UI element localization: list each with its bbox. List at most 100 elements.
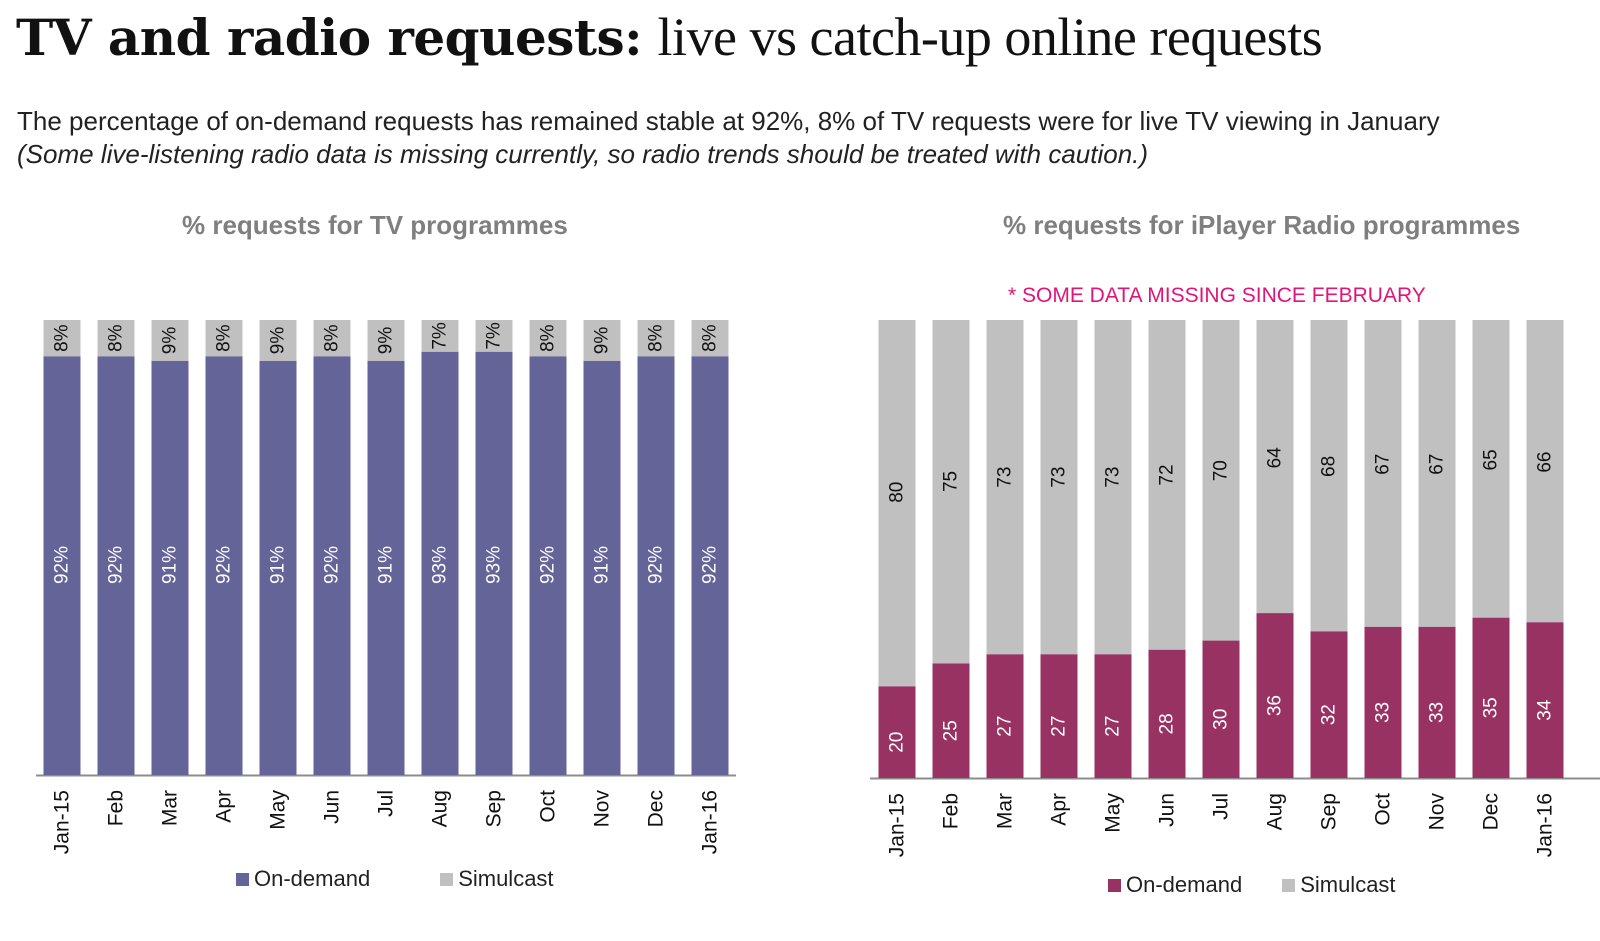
radio-label-ondemand: 33 — [1427, 702, 1448, 723]
radio-bar-ondemand-Feb — [932, 663, 970, 778]
tv-x-tick-label: Aug — [429, 790, 452, 827]
tv-bar-ondemand-Apr — [205, 356, 243, 775]
radio-legend-ondemand-label: On-demand — [1126, 872, 1243, 897]
radio-bar-simulcast-Oct — [1364, 320, 1402, 627]
radio-label-simulcast: 67 — [1427, 454, 1448, 475]
tv-label-simulcast: 8% — [214, 324, 235, 352]
radio-label-simulcast: 73 — [1049, 467, 1070, 488]
radio-label-simulcast: 66 — [1535, 452, 1556, 473]
tv-legend-ondemand-swatch — [236, 872, 249, 886]
tv-x-tick-label: Oct — [537, 790, 560, 823]
tv-label-simulcast: 9% — [160, 327, 181, 355]
tv-bar-ondemand-Dec — [637, 356, 675, 775]
tv-bar-ondemand-Jun — [313, 356, 351, 775]
radio-label-ondemand: 36 — [1265, 695, 1286, 716]
tv-legend: On-demand Simulcast — [236, 866, 554, 892]
radio-bar-ondemand-Sep — [1310, 631, 1348, 778]
radio-label-simulcast: 72 — [1157, 464, 1178, 485]
page-title-rest: live vs catch-up online requests — [657, 7, 1323, 67]
page-title-bold: TV and radio requests: — [16, 8, 643, 67]
tv-legend-simulcast-label: Simulcast — [458, 866, 554, 891]
tv-bar-simulcast-Aug — [421, 320, 459, 352]
tv-bar-ondemand-Nov — [583, 360, 621, 775]
radio-bar-ondemand-Dec — [1472, 617, 1510, 778]
radio-label-ondemand: 32 — [1319, 704, 1340, 725]
tv-label-ondemand: 92% — [106, 546, 127, 584]
tv-label-ondemand: 92% — [538, 546, 559, 584]
tv-label-ondemand: 91% — [376, 546, 397, 584]
radio-x-tick-label: Dec — [1480, 793, 1503, 830]
tv-label-ondemand: 92% — [214, 546, 235, 584]
radio-x-tick-label: Sep — [1318, 793, 1341, 830]
radio-bar-ondemand-Oct — [1364, 626, 1402, 778]
radio-x-tick-label: Jan-15 — [886, 793, 909, 857]
radio-bar-ondemand-Jan-16 — [1526, 622, 1564, 778]
tv-x-tick-label: Jan-15 — [51, 790, 74, 854]
radio-bar-simulcast-Jul — [1202, 320, 1240, 641]
tv-x-tick-label: Apr — [213, 790, 236, 823]
tv-label-ondemand: 91% — [160, 546, 181, 584]
tv-label-ondemand: 92% — [646, 546, 667, 584]
tv-bar-ondemand-Oct — [529, 356, 567, 775]
radio-x-tick-label: Jun — [1156, 793, 1179, 827]
radio-legend: On-demand Simulcast — [1108, 872, 1396, 898]
page-subtitle: The percentage of on-demand requests has… — [17, 106, 1440, 136]
tv-label-ondemand: 93% — [430, 546, 451, 584]
tv-bar-ondemand-Jul — [367, 360, 405, 775]
radio-bar-simulcast-Nov — [1418, 320, 1456, 627]
tv-legend-ondemand-label: On-demand — [254, 866, 371, 891]
radio-bar-simulcast-Aug — [1256, 320, 1294, 614]
radio-label-ondemand: 27 — [1103, 716, 1124, 737]
tv-bar-simulcast-Apr — [205, 320, 243, 357]
tv-label-simulcast: 7% — [484, 322, 505, 350]
tv-bar-ondemand-Jan-16 — [691, 356, 729, 775]
tv-bar-ondemand-Feb — [97, 356, 135, 775]
tv-label-ondemand: 93% — [484, 546, 505, 584]
caution-note: (Some live-listening radio data is missi… — [17, 139, 1149, 169]
radio-label-ondemand: 25 — [941, 720, 962, 741]
radio-missing-data-note: * SOME DATA MISSING SINCE FEBRUARY — [1008, 284, 1426, 307]
tv-bar-simulcast-Jan-15 — [43, 320, 81, 357]
tv-bar-ondemand-Mar — [151, 360, 189, 775]
radio-bar-ondemand-Aug — [1256, 613, 1294, 778]
tv-bar-ondemand-Aug — [421, 351, 459, 775]
tv-chart-title: % requests for TV programmes — [182, 210, 568, 240]
tv-x-tick-label: Mar — [159, 790, 182, 826]
radio-chart-title: % requests for iPlayer Radio programmes — [1003, 210, 1521, 240]
tv-bar-ondemand-Jan-15 — [43, 356, 81, 775]
radio-label-simulcast: 73 — [1103, 467, 1124, 488]
tv-label-simulcast: 8% — [646, 324, 667, 352]
radio-bar-simulcast-Dec — [1472, 320, 1510, 618]
tv-x-tick-label: May — [267, 790, 290, 830]
tv-label-ondemand: 91% — [268, 546, 289, 584]
tv-label-simulcast: 9% — [268, 327, 289, 355]
page-title: TV and radio requests: live vs catch-up … — [16, 6, 1323, 68]
tv-label-simulcast: 7% — [430, 322, 451, 350]
tv-x-tick-label: Feb — [105, 790, 128, 826]
tv-label-simulcast: 8% — [106, 324, 127, 352]
tv-label-simulcast: 8% — [322, 324, 343, 352]
radio-bar-ondemand-Nov — [1418, 626, 1456, 778]
tv-bar-simulcast-Jun — [313, 320, 351, 357]
tv-label-simulcast: 9% — [376, 327, 397, 355]
tv-x-tick-label: Dec — [645, 790, 668, 827]
tv-bar-simulcast-Oct — [529, 320, 567, 357]
tv-legend-simulcast-swatch — [440, 872, 454, 886]
tv-bar-ondemand-Sep — [475, 351, 513, 775]
radio-bar-ondemand-Mar — [986, 654, 1024, 778]
radio-x-tick-label: Aug — [1264, 793, 1287, 830]
tv-label-ondemand: 92% — [322, 546, 343, 584]
tv-bar-ondemand-May — [259, 360, 297, 775]
radio-label-simulcast: 80 — [887, 482, 908, 503]
radio-bar-simulcast-Jan-16 — [1526, 320, 1564, 623]
radio-label-simulcast: 73 — [995, 467, 1016, 488]
tv-x-tick-label: Jan-16 — [699, 790, 722, 854]
radio-bar-simulcast-Apr — [1040, 320, 1078, 655]
radio-x-tick-label: Oct — [1372, 793, 1395, 826]
radio-label-ondemand: 27 — [1049, 716, 1070, 737]
radio-label-simulcast: 68 — [1319, 456, 1340, 477]
radio-legend-simulcast-swatch — [1282, 878, 1296, 892]
radio-bar-ondemand-Jan-15 — [878, 686, 916, 778]
radio-label-simulcast: 65 — [1481, 449, 1502, 470]
tv-bar-simulcast-Sep — [475, 320, 513, 352]
